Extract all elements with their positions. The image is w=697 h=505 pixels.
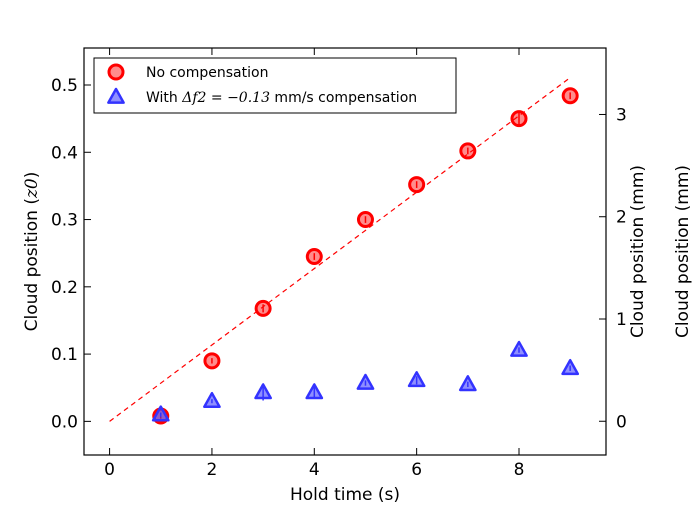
y-tick-label: 0.1 xyxy=(51,345,78,365)
point-no-compensation xyxy=(356,211,374,229)
point-no-compensation xyxy=(305,248,323,266)
y-axis-label: Cloud position (z0) xyxy=(22,172,42,332)
x-tick-label: 6 xyxy=(411,460,422,480)
plot-frame xyxy=(83,47,607,456)
point-no-compensation xyxy=(510,110,528,128)
point-no-compensation xyxy=(203,352,221,370)
y-tick-label: 0.3 xyxy=(51,211,78,231)
point-with-compensation xyxy=(458,375,477,392)
x-tick-label: 8 xyxy=(514,460,525,480)
legend-label-no-compensation: No compensation xyxy=(146,65,268,81)
point-with-compensation xyxy=(305,383,324,400)
point-with-compensation xyxy=(510,340,528,357)
y-tick-label: 0.5 xyxy=(51,76,78,96)
point-with-compensation xyxy=(407,371,426,388)
right-y-tick-label: 1 xyxy=(616,310,627,330)
legend-label-with-compensation-math: Δf2 = −0.13 xyxy=(181,90,270,106)
right-y-tick-label: 0 xyxy=(616,412,627,432)
right-y-axis-label: Cloud position (mm) xyxy=(628,165,648,338)
legend-label-with-compensation-suffix: mm/s compensation xyxy=(270,90,417,106)
point-with-compensation xyxy=(356,373,375,390)
y-axis-label-math: z0 xyxy=(22,178,42,199)
legend-marker-triangle xyxy=(107,87,125,104)
point-no-compensation xyxy=(561,87,579,105)
plot-area: 0 2 4 6 8 0.0 0.1 0.2 0.3 0.4 0.5 0 1 2 3 xyxy=(51,47,627,480)
fit-layer xyxy=(109,77,571,422)
legend-marker-with-compensation xyxy=(107,87,125,104)
x-tick-label: 0 xyxy=(104,460,115,480)
y-axis-label-close: ) xyxy=(22,172,42,179)
x-axis-label: Hold time (s) xyxy=(290,485,400,505)
legend-label-with-compensation: With Δf2 = −0.13 mm/s compensation xyxy=(146,90,417,106)
point-with-compensation xyxy=(561,358,580,376)
far-right-y-axis-label: Cloud position (mm) xyxy=(673,165,693,338)
series-layer xyxy=(151,87,580,425)
fit-line xyxy=(109,77,571,422)
right-y-tick-label: 2 xyxy=(616,208,627,228)
x-tick-label: 2 xyxy=(207,460,218,480)
y-tick-label: 0.2 xyxy=(51,278,78,298)
y-axis-label-text: Cloud position ( xyxy=(22,198,42,331)
legend-marker-no-compensation xyxy=(107,63,125,81)
legend: No compensation With Δf2 = −0.13 mm/s co… xyxy=(93,57,457,114)
y-tick-label: 0.4 xyxy=(51,143,78,163)
y-tick-label: 0.0 xyxy=(51,412,78,432)
legend-label-with-compensation-prefix: With xyxy=(146,90,182,106)
point-no-compensation xyxy=(254,299,272,317)
point-with-compensation xyxy=(151,405,170,422)
x-tick-label: 4 xyxy=(309,460,320,480)
point-with-compensation xyxy=(203,391,221,409)
point-with-compensation xyxy=(254,383,272,400)
tick-layer: 0 2 4 6 8 0.0 0.1 0.2 0.3 0.4 0.5 0 1 2 3 xyxy=(51,48,627,480)
legend-marker-circle xyxy=(107,63,125,81)
point-no-compensation xyxy=(459,142,477,160)
right-y-tick-label: 3 xyxy=(616,105,627,125)
point-no-compensation xyxy=(408,176,426,194)
legend-box xyxy=(93,57,457,114)
